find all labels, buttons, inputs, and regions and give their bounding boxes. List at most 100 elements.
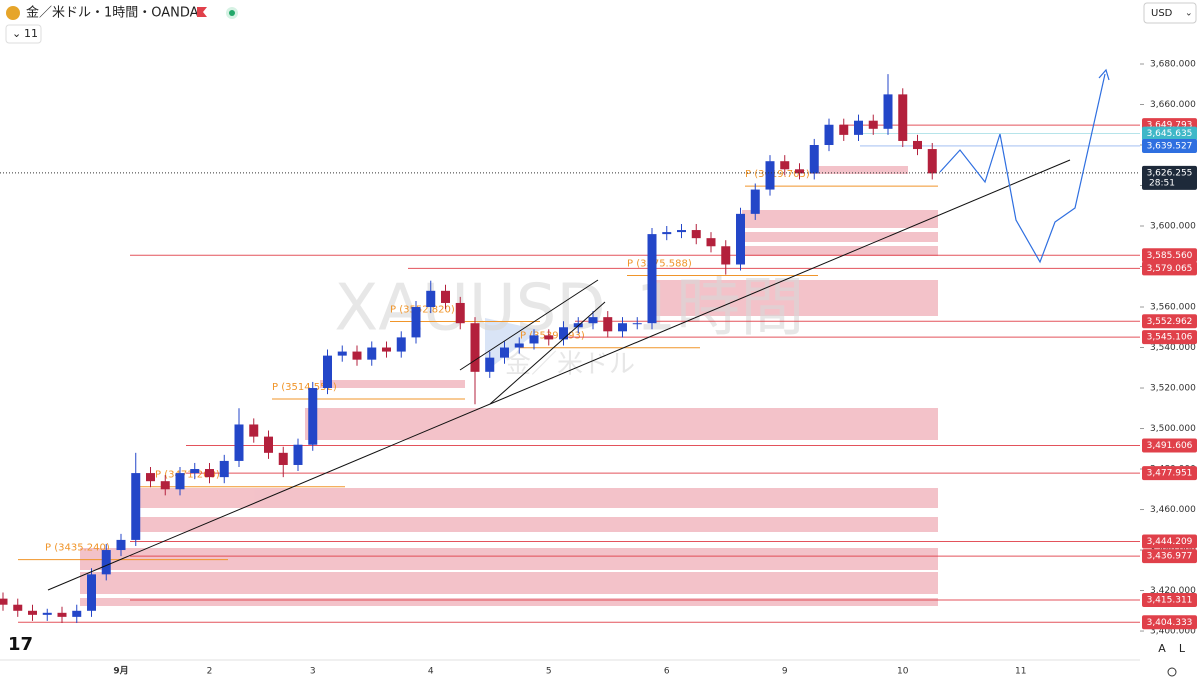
y-tick-label: 3,680.000 [1150, 59, 1196, 69]
log-scale[interactable]: L [1179, 642, 1186, 655]
candle-body [559, 327, 568, 340]
candle-body [455, 302, 465, 324]
last-price-badge [1142, 165, 1197, 190]
candle-body [323, 355, 332, 389]
candle-body [913, 140, 922, 150]
level-badge [1142, 248, 1197, 263]
plot: P (3435.240) P (3471.260) P (3514.552) P (3… [0, 74, 1140, 623]
candle-body [396, 337, 406, 352]
x-tick-label: 4 [428, 667, 434, 677]
candle-body [883, 94, 893, 129]
candle-body [42, 612, 52, 615]
y-tick-label: 3,520.000 [1150, 384, 1196, 394]
candle-body [603, 317, 613, 332]
level-badge [1142, 330, 1197, 345]
candle-body [411, 307, 421, 338]
candle-body [131, 473, 141, 540]
candle-body [205, 469, 214, 478]
candle-body [337, 351, 347, 356]
x-tick-label: 2 [207, 667, 213, 677]
header: 金／米ドル・1時間・OANDA ⌄ 11 USD ⌄ [5, 2, 1197, 44]
candle-body [28, 610, 37, 615]
candle-body [87, 574, 96, 611]
drawings [47, 68, 1110, 591]
currency-box[interactable] [1143, 2, 1197, 24]
y-tick-label: 3,660.000 [1150, 100, 1196, 110]
candle-body [57, 612, 67, 617]
candle-body [898, 94, 908, 141]
candle-body [824, 124, 834, 146]
pivot-label: P (3435.240) [45, 543, 110, 554]
candle-body [13, 604, 23, 611]
interval-box[interactable] [5, 24, 42, 44]
candle-body [721, 246, 731, 265]
candle-body [249, 424, 259, 437]
candle-body [500, 347, 509, 358]
candle-body [706, 238, 716, 247]
candle-body [839, 124, 849, 135]
candle-body [544, 335, 554, 340]
candle-body [264, 436, 273, 453]
pivot-label: P (3619.705) [745, 169, 810, 180]
level-badge [1142, 261, 1197, 276]
candle-body [736, 213, 745, 265]
x-tick-label: 9 [782, 667, 788, 677]
candle-body [116, 539, 126, 551]
interval-badge[interactable]: 11 [24, 27, 38, 40]
x-tick-label: 3 [310, 667, 316, 677]
y-tick-label: 3,540.000 [1150, 343, 1196, 353]
candle-body [175, 473, 185, 490]
x-tick-label: 10 [897, 667, 909, 677]
watermark-name: 金／米ドル [505, 350, 635, 380]
candle-body [441, 290, 450, 303]
settings-icon[interactable] [1167, 667, 1177, 677]
candle-body [72, 610, 82, 617]
level-label: 3,639.527 [1147, 141, 1193, 151]
pivot-label: P (3552.820) [390, 305, 455, 316]
shaded-triangle [485, 318, 540, 372]
candle-body [795, 169, 804, 174]
candle-body [352, 351, 362, 360]
candle-body [514, 343, 524, 348]
candle-body [750, 189, 760, 214]
level-badge [1142, 593, 1197, 608]
level-badge [1142, 314, 1197, 329]
level-label: 3,444.209 [1147, 537, 1193, 547]
level-label: 3,415.311 [1147, 596, 1193, 606]
svg-text:⌄: ⌄ [1185, 9, 1193, 19]
candle-body [190, 469, 200, 474]
candle-body [809, 145, 819, 174]
pivot-label: P (3575.588) [627, 258, 692, 269]
candle-body [308, 388, 318, 445]
currency[interactable]: USD [1151, 8, 1173, 19]
candle-body [662, 232, 672, 235]
level-label: 3,477.951 [1147, 469, 1193, 479]
candle-body [426, 290, 436, 308]
level-label: 3,552.962 [1147, 317, 1193, 327]
candle-body [927, 149, 937, 174]
price-axis: 3,400.0003,420.0003,440.0003,460.0003,48… [1140, 59, 1197, 637]
symbol-title: 金／米ドル・1時間・OANDA [26, 5, 199, 21]
candle-body [234, 424, 244, 461]
y-tick-label: 3,600.000 [1150, 222, 1196, 232]
level-label: 3,585.560 [1147, 251, 1193, 261]
candle-body [677, 230, 686, 233]
candle-body [367, 347, 377, 360]
candle-body [219, 460, 229, 478]
candle-body [146, 473, 155, 482]
candle-body [470, 323, 480, 372]
pivot-label: P (3514.552) [272, 382, 337, 393]
candle-body [618, 323, 627, 332]
level-badge [1142, 466, 1197, 481]
level-badge [1142, 138, 1197, 153]
candle-body [101, 550, 111, 575]
candle-body [278, 452, 288, 465]
tv-logo: 17 [8, 634, 33, 655]
level-badge [1142, 534, 1197, 549]
auto-scale[interactable]: A [1158, 642, 1166, 655]
y-tick-label: 3,560.000 [1150, 303, 1196, 313]
level-label: 3,645.635 [1147, 129, 1193, 139]
last-price-label: 3,626.255 [1147, 168, 1193, 178]
candle-body [588, 317, 598, 324]
y-tick-label: 3,460.000 [1150, 505, 1196, 515]
